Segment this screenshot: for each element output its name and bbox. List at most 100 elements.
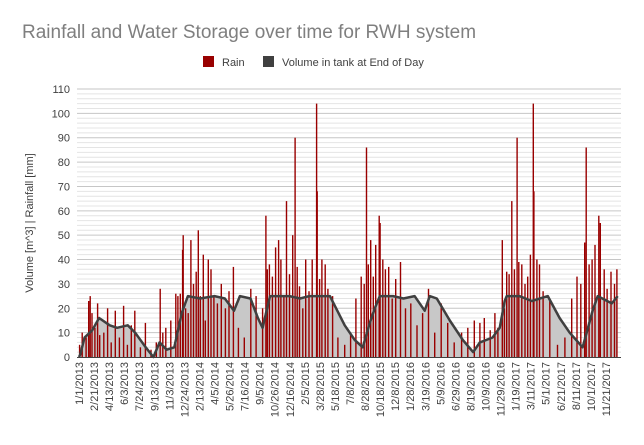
- rain-bar: [280, 259, 282, 357]
- x-tick-label: 1/28/2016: [405, 362, 417, 411]
- rain-bar: [360, 276, 362, 357]
- rain-bar: [243, 337, 245, 357]
- x-tick-label: 5/1/2017: [541, 362, 553, 405]
- rain-bar: [613, 283, 616, 357]
- rain-bar: [296, 266, 298, 357]
- y-tick-label: 60: [58, 206, 70, 218]
- rain-bar: [434, 332, 436, 357]
- x-tick-label: 11/3/2013: [164, 362, 176, 410]
- rain-bar: [228, 291, 230, 357]
- x-tick-label: 11/21/2017: [601, 362, 613, 416]
- rain-bar: [513, 269, 516, 357]
- x-tick-label: 2/21/2013: [89, 362, 101, 411]
- rain-bar: [268, 264, 271, 357]
- x-tick-label: 5/9/2016: [435, 362, 447, 405]
- rain-bar: [311, 259, 313, 357]
- rain-bar: [331, 296, 334, 357]
- rain-bar: [370, 240, 372, 357]
- rain-bar: [391, 298, 393, 357]
- x-tick-label: 10/26/2014: [270, 362, 282, 417]
- x-tick-label: 5/26/2014: [225, 362, 237, 411]
- rain-bar: [427, 288, 430, 357]
- rain-bar: [375, 244, 377, 357]
- legend-swatch-volume: [263, 56, 274, 67]
- rain-bar: [190, 240, 192, 357]
- rain-bar: [483, 318, 485, 357]
- rain-bar: [122, 305, 125, 357]
- x-tick-label: 8/28/2015: [360, 362, 372, 411]
- rain-bar: [197, 230, 199, 357]
- rain-bar: [175, 293, 177, 357]
- rain-bar: [202, 254, 204, 357]
- rain-bar: [274, 247, 277, 357]
- chart-title: Rainfall and Water Storage over time for…: [22, 22, 476, 43]
- rain-bar: [363, 283, 365, 357]
- legend-swatch-rain: [203, 56, 214, 67]
- x-tick-label: 1/1/2013: [74, 362, 86, 405]
- rain-bar: [298, 286, 301, 357]
- y-axis-ticks: 0 10 20 30 40 50 60 70 80 90 100 110: [52, 84, 70, 364]
- rain-bar: [89, 296, 91, 357]
- x-tick-label: 8/11/2017: [571, 362, 583, 410]
- legend: Rain Volume in tank at End of Day: [203, 56, 424, 69]
- rain-bar: [207, 259, 209, 357]
- rain-bar: [349, 332, 352, 357]
- rain-bar: [159, 288, 161, 357]
- rain-bar: [511, 201, 513, 357]
- rain-bar: [355, 298, 357, 357]
- rain-bar: [91, 313, 93, 357]
- rain-bar: [144, 322, 147, 357]
- rain-bar: [404, 308, 407, 357]
- legend-label-rain: Rain: [222, 57, 245, 69]
- rain-bar: [337, 337, 339, 357]
- rain-bar: [210, 269, 212, 357]
- x-tick-label: 6/29/2016: [450, 362, 462, 411]
- rain-bar: [283, 296, 285, 357]
- rain-bar: [580, 283, 582, 357]
- rain-bar: [250, 288, 252, 357]
- rain-bar: [195, 271, 197, 357]
- rain-bar: [588, 264, 590, 357]
- x-axis-ticks: 1/1/2013 2/21/2013 4/13/2013 6/3/2013 7/24/2…: [74, 362, 613, 417]
- rain-bar: [516, 137, 518, 357]
- rain-bar: [213, 296, 215, 357]
- rain-bar: [308, 291, 310, 357]
- y-tick-label: 110: [52, 84, 70, 96]
- rain-bar: [192, 283, 195, 357]
- rain-bar: [305, 259, 307, 357]
- rain-bar: [277, 240, 280, 357]
- rain-bar: [467, 327, 469, 357]
- rain-bar: [524, 283, 526, 357]
- rain-bar: [447, 322, 449, 357]
- x-tick-label: 12/8/2015: [390, 362, 402, 411]
- x-tick-label: 9/13/2013: [149, 362, 161, 411]
- rain-bar: [538, 264, 541, 357]
- rain-bar: [599, 223, 601, 357]
- y-tick-label: 80: [58, 157, 70, 169]
- rain-bar: [285, 201, 288, 357]
- y-axis-title: Volume [m^3] | Rainfall [mm]: [24, 153, 36, 292]
- rain-bar: [564, 337, 566, 357]
- rain-bar: [382, 259, 384, 357]
- rain-bar: [106, 308, 109, 357]
- y-tick-label: 90: [58, 133, 70, 145]
- x-tick-label: 7/16/2014: [240, 362, 252, 411]
- rain-bar: [610, 271, 612, 357]
- x-tick-label: 5/18/2015: [330, 362, 342, 411]
- rain-bar: [94, 327, 96, 357]
- rain-bar: [237, 327, 240, 357]
- rain-bar: [584, 242, 586, 357]
- rain-bar: [529, 254, 532, 357]
- rain-bar: [542, 291, 544, 357]
- x-tick-label: 4/13/2013: [104, 362, 116, 411]
- y-tick-label: 70: [58, 181, 70, 193]
- rain-bar: [616, 269, 618, 357]
- rain-bar: [556, 344, 559, 357]
- rain-bar: [372, 276, 374, 357]
- x-tick-label: 10/9/2016: [481, 362, 493, 411]
- rain-bar: [453, 342, 455, 357]
- rain-bar: [527, 276, 529, 357]
- x-tick-label: 1/19/2017: [511, 362, 523, 411]
- rain-bar: [576, 276, 578, 357]
